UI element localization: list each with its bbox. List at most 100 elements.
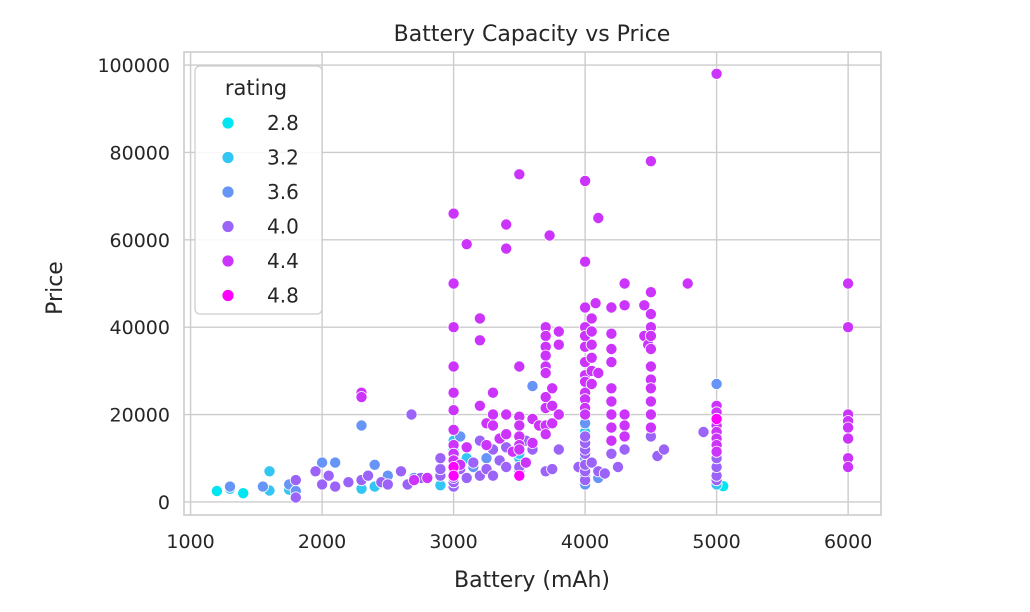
data-point xyxy=(500,218,513,231)
data-point xyxy=(644,421,657,434)
data-points xyxy=(210,67,855,504)
data-point xyxy=(605,421,618,434)
data-point xyxy=(618,299,631,312)
data-point xyxy=(394,465,407,478)
data-point xyxy=(473,312,486,325)
y-tick-label: 100000 xyxy=(97,55,170,77)
data-point xyxy=(342,476,355,489)
data-point xyxy=(681,277,694,290)
data-point xyxy=(329,456,342,469)
x-tick-label: 2000 xyxy=(298,531,346,553)
data-point xyxy=(513,168,526,181)
data-point xyxy=(605,301,618,314)
legend-entries: 2.8 3.2 3.6 4.0 4.4 4.8 xyxy=(221,111,299,308)
data-point xyxy=(362,469,375,482)
data-point xyxy=(539,349,552,362)
data-point xyxy=(644,286,657,299)
legend-box xyxy=(194,65,323,315)
data-point xyxy=(658,443,671,456)
data-point xyxy=(447,386,460,399)
chart-title: Battery Capacity vs Price xyxy=(394,22,671,47)
data-point xyxy=(644,308,657,321)
data-point xyxy=(579,255,592,268)
data-point xyxy=(223,480,236,493)
data-point xyxy=(842,460,855,473)
data-point xyxy=(460,238,473,251)
data-point xyxy=(513,360,526,373)
data-point xyxy=(316,456,329,469)
data-point xyxy=(486,408,499,421)
data-point xyxy=(355,419,368,432)
data-point xyxy=(552,338,565,351)
data-point xyxy=(579,301,592,314)
data-point xyxy=(256,480,269,493)
y-tick-label: 80000 xyxy=(110,142,170,164)
data-point xyxy=(612,460,625,473)
data-point xyxy=(500,408,513,421)
data-point xyxy=(546,399,559,412)
data-point xyxy=(546,382,559,395)
y-tick-label: 60000 xyxy=(110,230,170,252)
tick-labels: 1000 2000 3000 4000 5000 60000200004000060000… xyxy=(97,55,872,553)
data-point xyxy=(592,366,605,379)
data-point xyxy=(447,469,460,482)
data-point xyxy=(539,329,552,342)
data-point xyxy=(592,211,605,224)
data-point xyxy=(421,471,434,484)
data-point xyxy=(585,351,598,364)
data-point xyxy=(519,456,532,469)
data-point xyxy=(579,408,592,421)
data-point xyxy=(605,447,618,460)
data-point xyxy=(697,425,710,438)
data-point xyxy=(618,408,631,421)
data-point xyxy=(434,452,447,465)
data-point xyxy=(710,67,723,80)
data-point xyxy=(598,467,611,480)
data-point xyxy=(500,428,513,441)
data-point xyxy=(605,382,618,395)
data-point xyxy=(605,434,618,447)
legend-label: 4.0 xyxy=(267,215,299,239)
data-point xyxy=(460,441,473,454)
data-point xyxy=(644,408,657,421)
data-point xyxy=(842,321,855,334)
legend: rating 2.8 3.2 3.6 4.0 4.4 4.8 xyxy=(194,65,323,315)
data-point xyxy=(513,443,526,456)
data-point xyxy=(638,299,651,312)
data-point xyxy=(605,395,618,408)
data-point xyxy=(322,469,335,482)
data-point xyxy=(618,430,631,443)
data-point xyxy=(585,338,598,351)
legend-label: 2.8 xyxy=(267,111,299,135)
legend-label: 4.4 xyxy=(267,249,299,273)
data-point xyxy=(605,356,618,369)
data-point xyxy=(605,327,618,340)
legend-marker xyxy=(221,151,235,164)
data-point xyxy=(644,329,657,342)
data-point xyxy=(447,207,460,220)
x-axis-label: Battery (mAh) xyxy=(454,568,610,593)
legend-marker xyxy=(221,116,235,130)
y-tick-label: 20000 xyxy=(110,405,170,427)
data-point xyxy=(552,325,565,338)
data-point xyxy=(842,421,855,434)
data-point xyxy=(447,321,460,334)
data-point xyxy=(605,408,618,421)
data-point xyxy=(546,463,559,476)
data-point xyxy=(486,419,499,432)
legend-marker xyxy=(221,289,235,302)
x-tick-label: 5000 xyxy=(692,531,740,553)
data-point xyxy=(585,312,598,325)
data-point xyxy=(500,242,513,255)
data-point xyxy=(434,463,447,476)
x-tick-label: 3000 xyxy=(429,531,477,553)
data-point xyxy=(355,391,368,404)
data-point xyxy=(473,399,486,412)
data-point xyxy=(585,456,598,469)
data-point xyxy=(316,478,329,491)
data-point xyxy=(526,436,539,449)
data-point xyxy=(480,439,493,452)
legend-marker xyxy=(221,185,235,199)
